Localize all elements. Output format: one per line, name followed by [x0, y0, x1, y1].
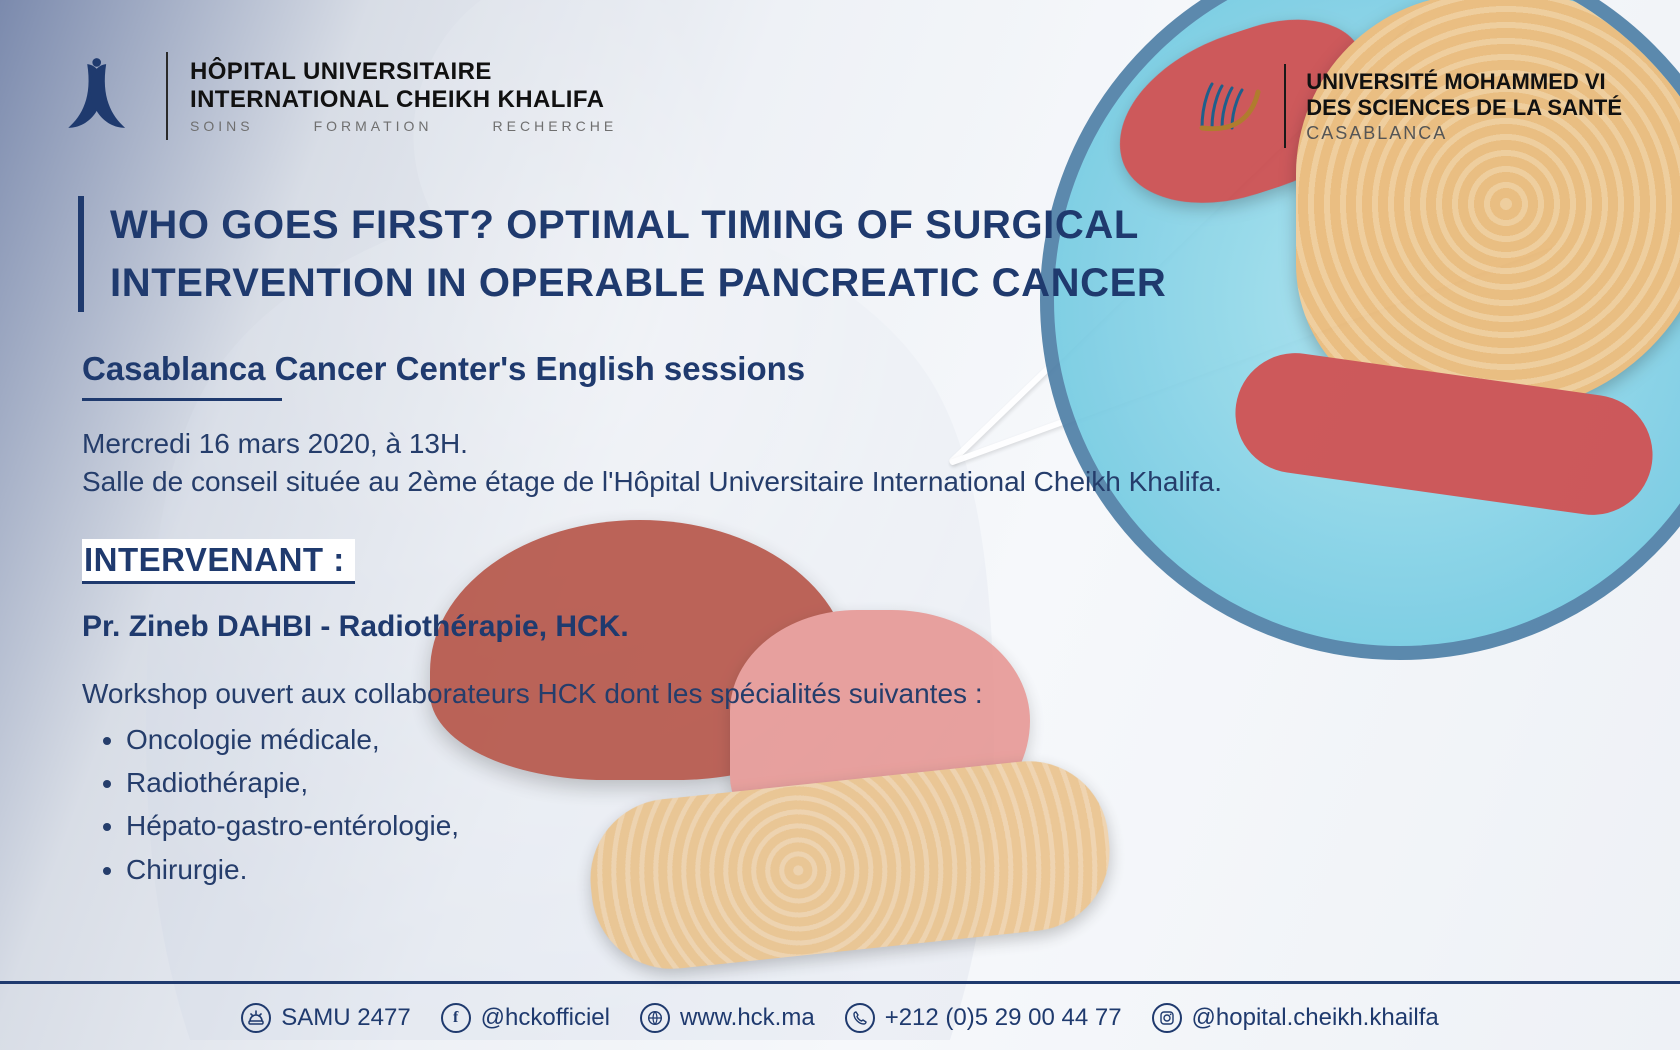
main-title-line2: INTERVENTION IN OPERABLE PANCREATIC CANC… — [110, 254, 1166, 312]
footer-phone: +212 (0)5 29 00 44 77 — [845, 1003, 1122, 1033]
subtitle-underline — [82, 398, 282, 401]
hck-logo-icon — [58, 53, 144, 139]
footer-facebook-text: @hckofficiel — [481, 1004, 610, 1032]
logo-university-text: UNIVERSITÉ MOHAMMED VI DES SCIENCES DE L… — [1306, 69, 1622, 144]
logo-university-block: UNIVERSITÉ MOHAMMED VI DES SCIENCES DE L… — [1192, 58, 1622, 154]
speaker-name: Pr. Zineb DAHBI - Radiothérapie, HCK. — [82, 610, 1600, 644]
logo-hospital-block: HÔPITAL UNIVERSITAIRE INTERNATIONAL CHEI… — [58, 52, 617, 140]
specialty-item: Hépato-gastro-entérologie, — [126, 804, 1600, 847]
specialty-item: Radiothérapie, — [126, 761, 1600, 804]
logo-hospital-text: HÔPITAL UNIVERSITAIRE INTERNATIONAL CHEI… — [190, 58, 617, 134]
instagram-icon — [1152, 1003, 1182, 1033]
hospital-tag: RECHERCHE — [493, 118, 618, 134]
phone-icon — [845, 1003, 875, 1033]
footer-instagram-text: @hopital.cheikh.khailfa — [1192, 1004, 1439, 1032]
specialties-list: Oncologie médicale, Radiothérapie, Hépat… — [82, 718, 1600, 892]
footer-website-text: www.hck.ma — [680, 1004, 815, 1032]
university-name-line1: UNIVERSITÉ MOHAMMED VI — [1306, 69, 1622, 95]
footer-samu: SAMU 2477 — [241, 1003, 410, 1033]
footer-website: www.hck.ma — [640, 1003, 815, 1033]
footer-divider — [0, 981, 1680, 984]
event-venue: Salle de conseil située au 2ème étage de… — [82, 463, 1600, 501]
divider — [1284, 64, 1286, 148]
main-title-line1: WHO GOES FIRST? OPTIMAL TIMING OF SURGIC… — [110, 196, 1166, 254]
main-title-block: WHO GOES FIRST? OPTIMAL TIMING OF SURGIC… — [78, 196, 1166, 312]
facebook-icon: f — [441, 1003, 471, 1033]
intervenant-label: INTERVENANT : — [82, 539, 355, 584]
workshop-intro: Workshop ouvert aux collaborateurs HCK d… — [82, 678, 1600, 710]
um6-logo-icon — [1192, 70, 1264, 142]
specialty-item: Chirurgie. — [126, 848, 1600, 891]
poster-root: HÔPITAL UNIVERSITAIRE INTERNATIONAL CHEI… — [0, 0, 1680, 1050]
hospital-name-line2: INTERNATIONAL CHEIKH KHALIFA — [190, 86, 617, 114]
hospital-name-line1: HÔPITAL UNIVERSITAIRE — [190, 58, 617, 86]
university-name-line2: DES SCIENCES DE LA SANTÉ — [1306, 95, 1622, 121]
emergency-icon — [241, 1003, 271, 1033]
footer-samu-text: SAMU 2477 — [281, 1004, 410, 1032]
footer-instagram: @hopital.cheikh.khailfa — [1152, 1003, 1439, 1033]
specialty-item: Oncologie médicale, — [126, 718, 1600, 761]
hospital-tag: FORMATION — [314, 118, 433, 134]
footer-phone-text: +212 (0)5 29 00 44 77 — [885, 1004, 1122, 1032]
globe-icon — [640, 1003, 670, 1033]
session-subtitle: Casablanca Cancer Center's English sessi… — [82, 350, 805, 394]
content-block: Casablanca Cancer Center's English sessi… — [82, 350, 1600, 891]
footer-facebook: f @hckofficiel — [441, 1003, 610, 1033]
event-date: Mercredi 16 mars 2020, à 13H. — [82, 425, 1600, 463]
university-name-line3: CASABLANCA — [1306, 123, 1622, 144]
divider — [166, 52, 168, 140]
footer-bar: SAMU 2477 f @hckofficiel www.hck.ma +212… — [0, 986, 1680, 1050]
hospital-tag: SOINS — [190, 118, 254, 134]
